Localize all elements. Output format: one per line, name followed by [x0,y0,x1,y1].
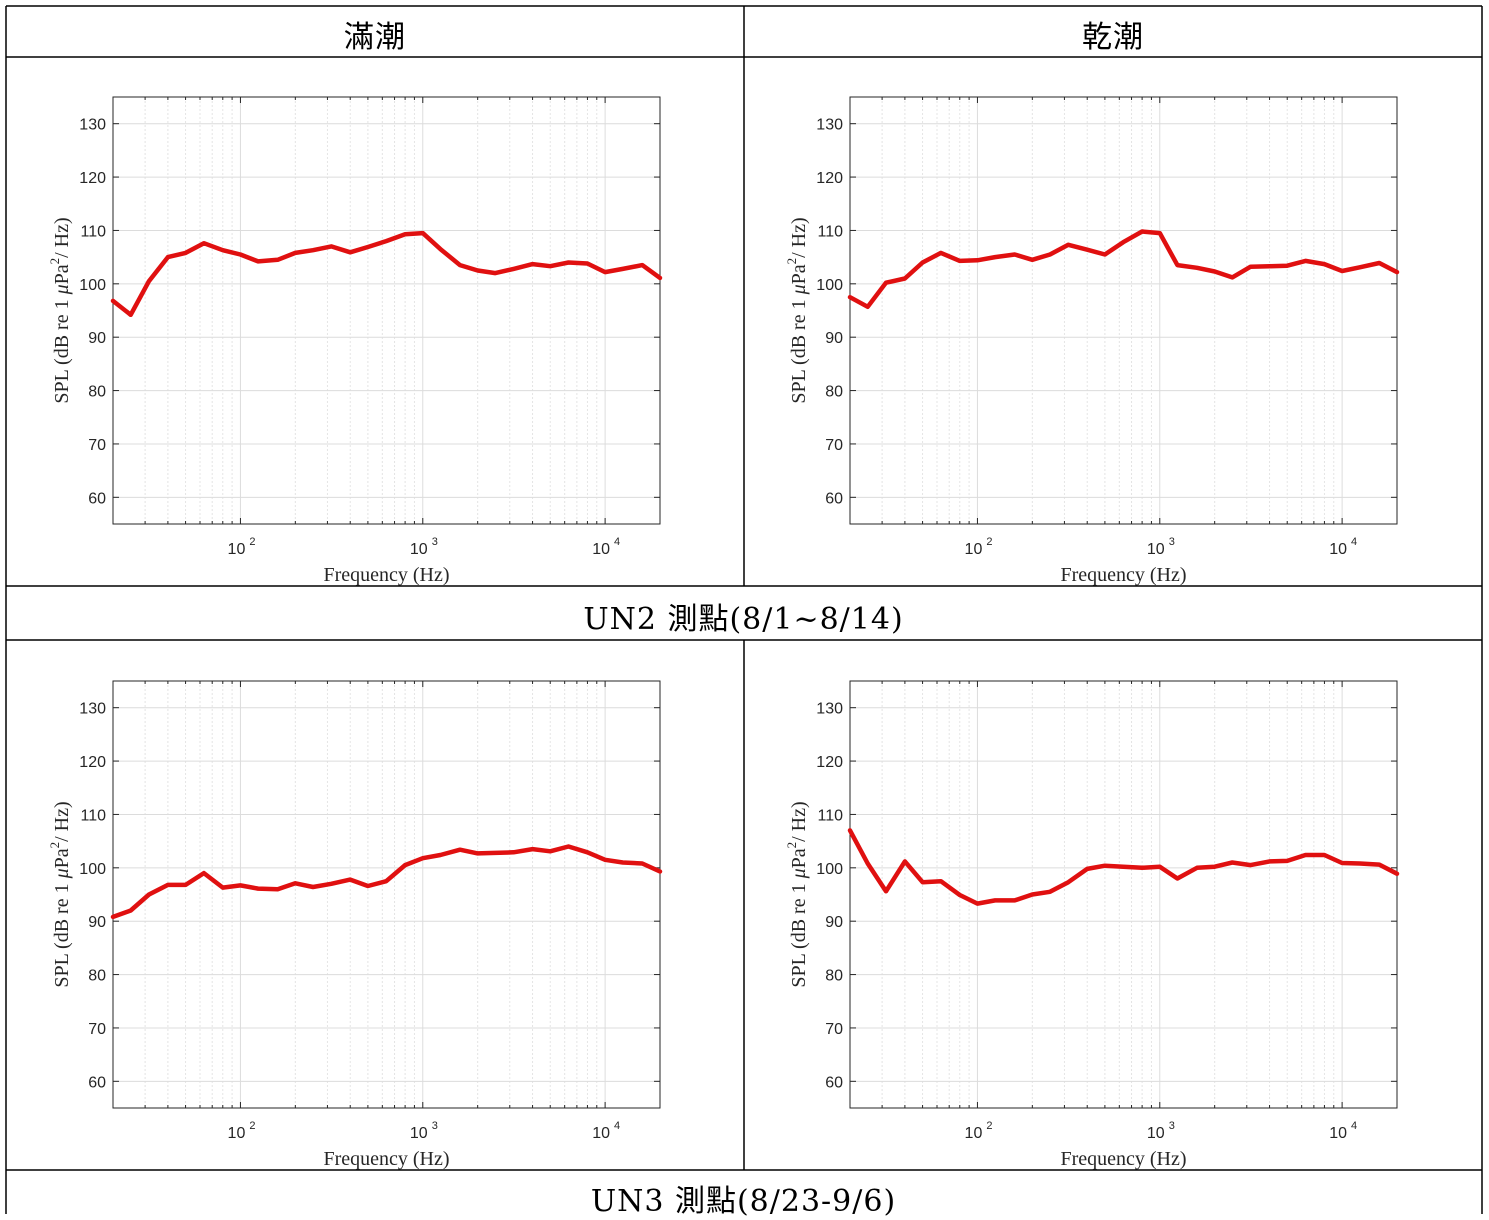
y-axis-label: SPL (dB re 1 μPa2/ Hz) [784,217,810,403]
y-tick-label: 60 [825,1074,843,1091]
spl-series-line [110,230,663,318]
y-tick-label: 100 [816,861,843,878]
x-ticks [144,97,606,524]
y-tick-label: 110 [80,807,106,824]
x-tick-label: 10 [592,1125,610,1142]
x-tick-label: 10 [410,1125,428,1142]
y-tick-label: 70 [825,1021,843,1038]
y-tick-label: 90 [88,914,106,931]
x-tick-label-exponent: 3 [1169,1120,1175,1132]
y-tick-label: 90 [825,330,843,347]
axes-frame [849,96,1398,525]
plot-area [850,97,1397,524]
y-tick-label: 120 [816,170,843,187]
spl-series-line [847,229,1400,310]
x-tick-label: 10 [410,541,428,558]
grid [113,97,660,524]
y-tick-label: 130 [79,701,106,718]
y-tick-label: 60 [88,490,106,507]
y-tick-label: 60 [825,490,843,507]
x-ticks [144,681,606,1108]
x-tick-label: 10 [228,1125,246,1142]
y-tick-label: 80 [825,968,843,985]
y-tick-label: 100 [79,277,106,294]
grid [113,681,660,1108]
y-tick-label: 80 [88,384,106,401]
x-tick-label-exponent: 4 [614,1120,620,1132]
x-tick-label: 10 [1329,1125,1347,1142]
x-tick-label-exponent: 4 [614,536,620,548]
caption-un2: UN2 測點(8/1~8/14) [583,602,904,637]
y-axis-label: SPL (dB re 1 μPa2/ Hz) [47,217,73,403]
y-tick-label: 80 [88,968,106,985]
header-high-tide: 滿潮 [344,20,406,55]
x-axis-label: Frequency (Hz) [323,564,449,586]
y-tick-label: 130 [816,117,843,134]
x-tick-label: 10 [592,541,610,558]
y-axis-label: SPL (dB re 1 μPa2/ Hz) [784,801,810,987]
y-tick-label: 60 [88,1074,106,1091]
y-ticks: 60 70 80 90 100 110 120 130 [79,701,660,1091]
x-tick-label-exponent: 2 [986,536,992,548]
y-ticks: 60 70 80 90 100 110 120 130 [816,117,1397,507]
x-ticks [881,681,1343,1108]
x-tick-label-exponent: 4 [1351,1120,1357,1132]
y-ticks: 60 70 80 90 100 110 120 130 [816,701,1397,1091]
x-tick-label: 10 [965,541,983,558]
x-tick-label: 10 [1147,1125,1165,1142]
x-axis-label: Frequency (Hz) [323,1148,449,1170]
spl-series-line [110,844,663,920]
y-tick-label: 80 [825,384,843,401]
caption-un3: UN3 測點(8/23-9/6) [590,1184,897,1219]
x-axis-label: Frequency (Hz) [1060,564,1186,586]
y-axis-label: SPL (dB re 1 μPa2/ Hz) [47,801,73,987]
y-tick-label: 90 [825,914,843,931]
x-tick-label: 10 [965,1125,983,1142]
x-tick-label: 10 [1329,541,1347,558]
axes-frame [112,96,661,525]
x-tick-label-exponent: 3 [1169,536,1175,548]
y-tick-label: 90 [88,330,106,347]
y-tick-label: 70 [88,1021,106,1038]
y-tick-label: 120 [79,170,106,187]
y-tick-label: 110 [817,223,843,240]
grid [850,97,1397,524]
x-tick-label: 10 [1147,541,1165,558]
plot-area [113,97,660,524]
y-tick-label: 70 [88,437,106,454]
y-tick-label: 130 [79,117,106,134]
x-tick-label-exponent: 4 [1351,536,1357,548]
plot-area [113,681,660,1108]
y-tick-label: 120 [79,754,106,771]
plot-area [850,681,1397,1108]
y-tick-label: 130 [816,701,843,718]
x-tick-label-exponent: 3 [432,536,438,548]
y-tick-label: 120 [816,754,843,771]
y-tick-label: 110 [817,807,843,824]
x-tick-label: 10 [228,541,246,558]
y-tick-label: 100 [79,861,106,878]
y-tick-label: 70 [825,437,843,454]
x-tick-label-exponent: 2 [249,536,255,548]
axes-frame [112,680,661,1109]
x-tick-label-exponent: 3 [432,1120,438,1132]
x-tick-label-exponent: 2 [249,1120,255,1132]
y-ticks: 60 70 80 90 100 110 120 130 [79,117,660,507]
x-ticks [881,97,1343,524]
axes-frame [849,680,1398,1109]
header-low-tide: 乾潮 [1082,20,1144,55]
y-tick-label: 100 [816,277,843,294]
x-axis-label: Frequency (Hz) [1060,1148,1186,1170]
y-tick-label: 110 [80,223,106,240]
x-tick-label-exponent: 2 [986,1120,992,1132]
spl-series-line [847,828,1400,906]
